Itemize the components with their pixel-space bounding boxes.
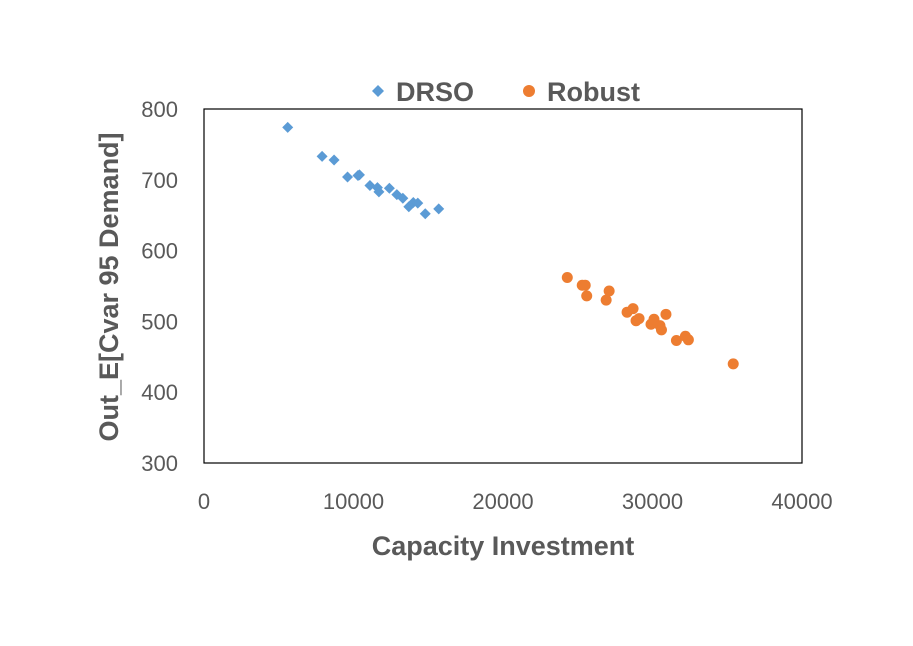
legend-marker-robust <box>523 85 535 97</box>
data-point-robust <box>655 324 667 336</box>
x-tick-label: 10000 <box>323 489 384 514</box>
data-point-robust <box>682 334 694 346</box>
data-point-drso <box>397 192 409 204</box>
y-tick-label: 400 <box>141 380 178 405</box>
legend: DRSO Robust <box>372 77 640 107</box>
data-point-robust <box>727 358 739 370</box>
data-point-robust <box>581 290 593 302</box>
y-tick-label: 300 <box>141 451 178 476</box>
data-points <box>282 121 739 370</box>
data-point-robust <box>633 313 645 325</box>
data-point-robust <box>660 308 672 320</box>
x-axis-title: Capacity Investment <box>372 531 635 561</box>
legend-item-robust: Robust <box>523 77 640 107</box>
data-point-robust <box>670 335 682 347</box>
data-point-drso <box>412 197 424 209</box>
data-point-robust <box>603 285 615 297</box>
data-point-robust <box>600 294 612 306</box>
legend-label-drso: DRSO <box>396 77 474 107</box>
x-axis-ticks: 0 10000 20000 30000 40000 <box>198 489 833 514</box>
y-axis-ticks: 300 400 500 600 700 800 <box>141 97 178 476</box>
data-point-robust <box>579 279 591 291</box>
data-point-drso <box>383 182 395 194</box>
data-point-drso <box>328 154 340 166</box>
data-point-drso <box>342 171 354 183</box>
plot-area <box>203 108 803 464</box>
x-tick-label: 30000 <box>622 489 683 514</box>
y-tick-label: 700 <box>141 168 178 193</box>
y-axis-title: Out_E[Cvar 95 Demand] <box>94 132 124 441</box>
legend-item-drso: DRSO <box>372 77 474 107</box>
data-point-drso <box>282 121 294 133</box>
data-point-drso <box>433 203 445 215</box>
y-tick-label: 500 <box>141 309 178 334</box>
data-point-robust <box>561 272 573 284</box>
x-tick-label: 20000 <box>472 489 533 514</box>
data-point-drso <box>419 208 431 220</box>
legend-marker-drso <box>372 85 384 97</box>
x-tick-label: 40000 <box>771 489 832 514</box>
data-point-drso <box>373 186 385 198</box>
y-tick-label: 600 <box>141 239 178 264</box>
legend-label-robust: Robust <box>547 77 640 107</box>
x-tick-label: 0 <box>198 489 210 514</box>
y-tick-label: 800 <box>141 97 178 122</box>
data-point-robust <box>627 303 639 315</box>
data-point-drso <box>316 150 328 162</box>
data-point-drso <box>353 169 365 181</box>
